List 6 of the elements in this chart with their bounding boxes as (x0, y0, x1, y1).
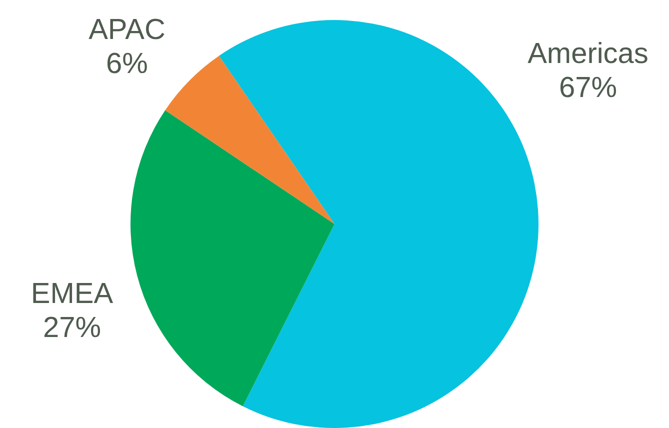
data-label: 27% (42, 312, 102, 344)
slice-label: APAC (88, 14, 166, 46)
slice-label: Americas (528, 38, 648, 70)
slice-label: EMEA (30, 278, 114, 310)
data-label: 67% (558, 72, 618, 104)
data-label: 6% (106, 48, 148, 80)
